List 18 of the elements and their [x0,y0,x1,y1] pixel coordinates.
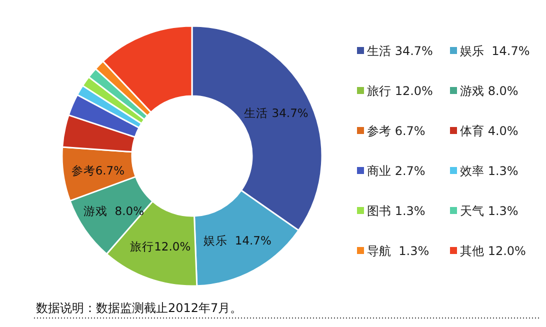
legend-label: 生活 34.7% [367,44,433,58]
legend-label: 游戏 8.0% [460,84,518,98]
data-label: 娱乐 14.7% [204,233,272,248]
legend-label: 体育 4.0% [460,124,518,138]
legend-label: 导航 1.3% [367,244,430,258]
data-label: 参考6.7% [71,163,125,178]
legend-label: 其他 12.0% [460,244,526,258]
data-label: 旅行12.0% [130,240,191,254]
legend-label: 娱乐 14.7% [460,44,530,58]
data-label: 生活 34.7% [244,106,308,120]
legend-label: 天气 1.3% [460,204,518,218]
data-label: 游戏 8.0% [84,204,144,218]
legend-label: 图书 1.3% [367,204,426,218]
legend-label: 商业 2.7% [367,164,426,178]
text: 数据说明：数据监测截止2012年7月。 [36,301,242,315]
legend-label: 参考 6.7% [367,124,426,138]
legend-label: 旅行 12.0% [367,84,433,98]
legend-label: 效率 1.3% [460,164,518,178]
